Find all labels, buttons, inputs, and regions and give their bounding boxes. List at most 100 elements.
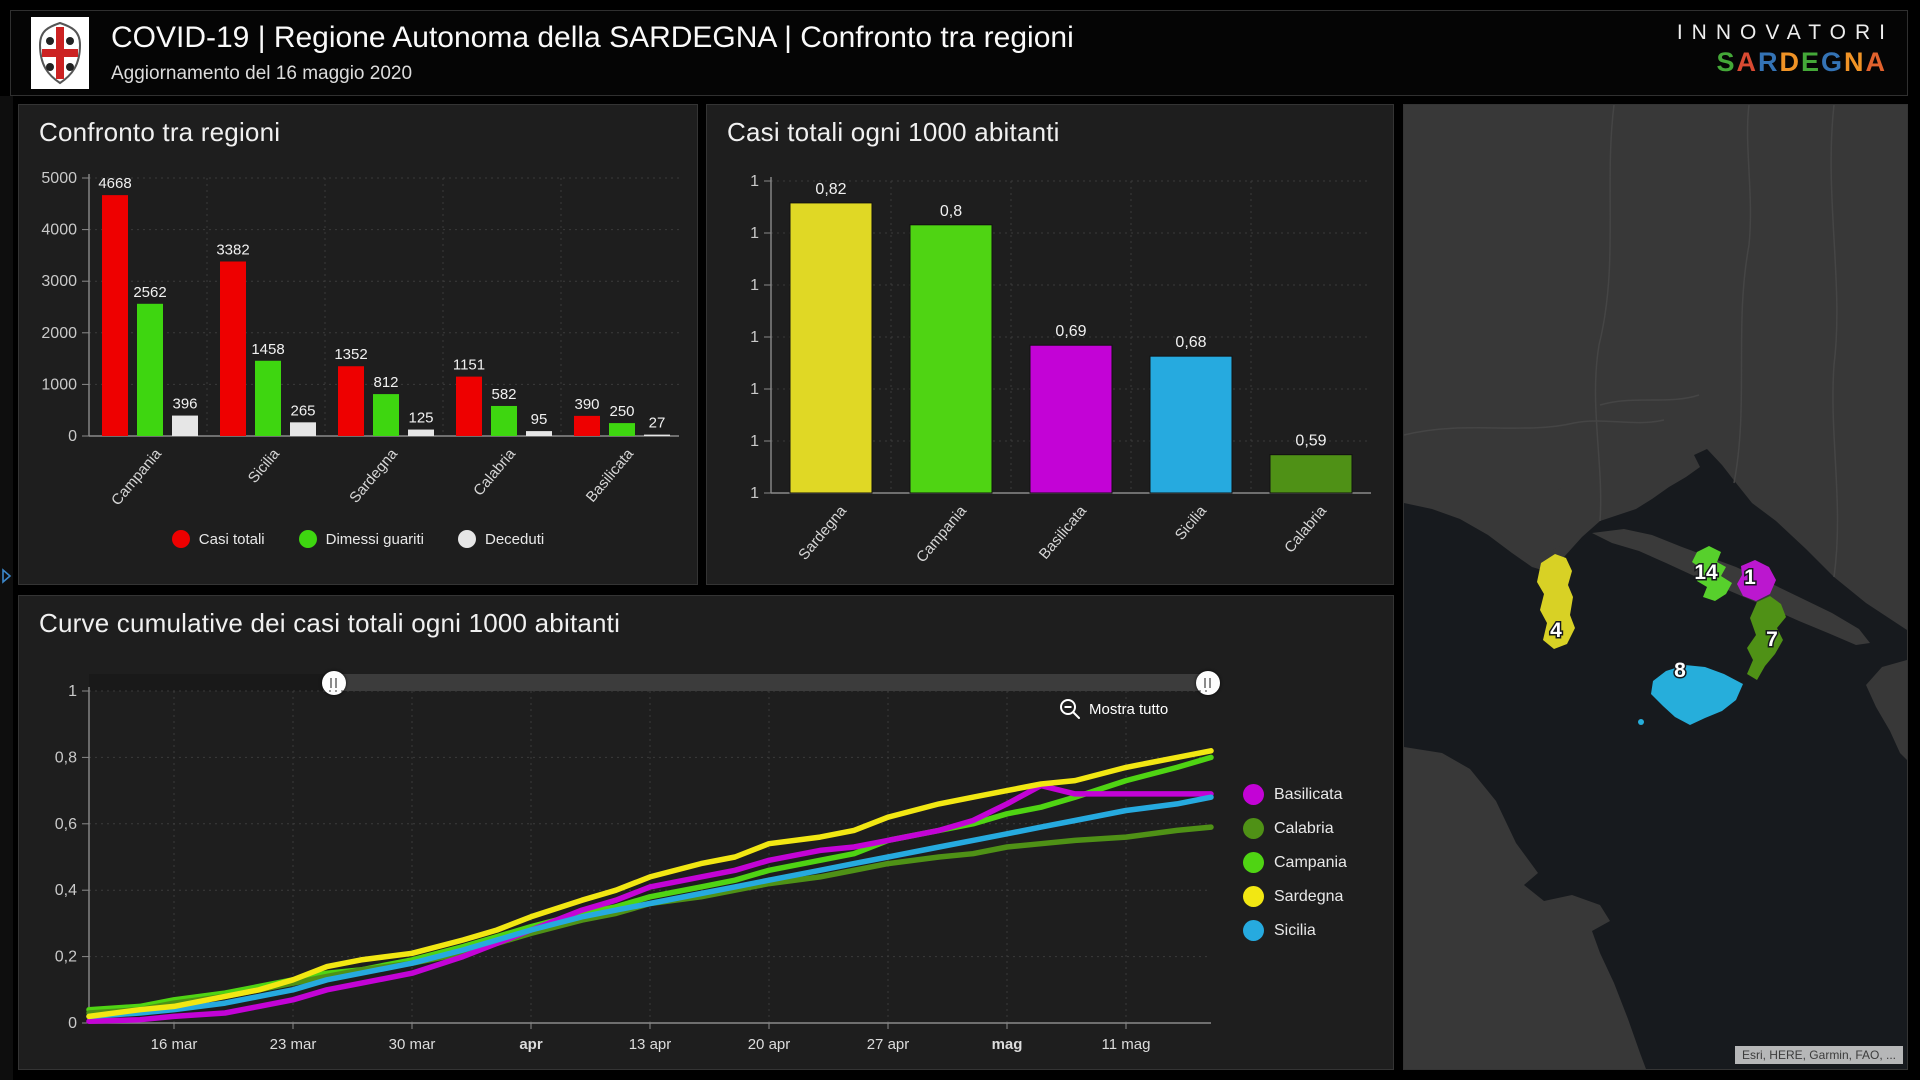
map-region-calabria[interactable] [1747,596,1786,680]
bar-Dimessi guariti-Campania[interactable] [137,303,163,436]
map-europe-landmass [1404,105,1907,630]
time-range-slider-track[interactable] [89,674,1211,691]
line-Sardegna[interactable] [86,748,1214,1020]
bar-value-label: 250 [609,403,634,420]
legend-item-Sardegna[interactable]: Sardegna [1243,886,1347,907]
legend-label: Dimessi guariti [325,530,424,548]
map-value-label-Sicilia: 8 [1674,659,1686,682]
x-tick-label: 30 mar [389,1036,436,1053]
legend-item-Campania[interactable]: Campania [1243,852,1347,873]
category-label: Sicilia [1172,502,1211,543]
legend-label: Sardegna [1274,887,1344,905]
tick-label: 1 [750,485,759,502]
x-tick-label: apr [519,1036,543,1053]
bar-Casi totali-Sardegna[interactable] [338,366,364,436]
expand-sidebar-button[interactable] [1,568,12,584]
chart3-legend: Basilicata Calabria Campania Sardegna Sicili… [1243,784,1347,954]
bar-Casi totali-Basilicata[interactable] [574,415,600,436]
map-value-label-Campania: 14 [1694,561,1718,584]
bar-value-label: 396 [172,396,197,413]
bar-Deceduti-Sicilia[interactable] [290,422,316,436]
panel-confronto-regioni: Confronto tra regioni 0 1000 2000 3000 4000 5… [18,104,698,585]
legend-item-Calabria[interactable]: Calabria [1243,818,1347,839]
category-label: Sardegna [346,445,401,506]
category-label: Basilicata [1036,502,1091,563]
tick-label: 0 [68,1015,77,1032]
legend-dot [298,530,317,548]
bar-Calabria[interactable] [1269,454,1353,494]
bar-Dimessi guariti-Sicilia[interactable] [255,360,281,436]
map-greece-coast [1866,660,1907,760]
cumulative-line-chart: 1 0,8 0,6 0,4 0,2 0 16 mar 23 mar 30 mar apr 13 ap… [55,683,1214,1053]
brand-letter: A [1865,47,1887,77]
bar-Campania[interactable] [909,224,993,494]
tick-label: 0,6 [55,816,77,833]
tick-label: 1 [750,329,759,346]
brand-letter: E [1800,47,1821,77]
brand-letter: D [1779,47,1801,77]
category-label: Sardegna [795,502,850,563]
tick-label: 1 [750,381,759,398]
tick-label: 0,2 [55,949,77,966]
x-tick-label: mag [992,1036,1023,1053]
bar-Sicilia[interactable] [1149,355,1233,494]
map-region-sicilia[interactable] [1651,665,1743,725]
category-label: Campania [913,502,970,566]
map-value-label-Sardegna: 4 [1550,619,1562,642]
legend-item-Dimessi guariti[interactable]: Dimessi guariti [298,530,424,548]
bar-value-label: 27 [649,415,666,432]
italy-regions-map[interactable]: 4 14 1 7 8 [1404,105,1907,1069]
x-tick-label: 11 mag [1102,1036,1151,1053]
bar-Dimessi guariti-Sardegna[interactable] [373,394,399,436]
bar-Basilicata[interactable] [1029,344,1113,494]
tick-label: 2000 [41,325,77,342]
tick-label: 1000 [41,376,77,393]
bar-Deceduti-Calabria[interactable] [526,431,552,436]
page-title: COVID-19 | Regione Autonoma della SARDEG… [111,21,1074,54]
legend-label: Casi totali [198,530,265,548]
brand-letter: S [1716,47,1737,77]
bar-Deceduti-Campania[interactable] [172,415,198,436]
page-subtitle: Aggiornamento del 16 maggio 2020 [111,63,413,84]
bar-value-label: 0,68 [1175,334,1206,351]
legend-dot [1243,852,1264,873]
map-region-basilicata[interactable] [1737,560,1776,601]
map-value-label-Basilicata: 1 [1744,566,1756,589]
brand-letter: R [1757,47,1780,77]
map-attribution: Esri, HERE, Garmin, FAO, ... [1734,1046,1903,1064]
chart-title: Confronto tra regioni [39,117,281,147]
bar-Casi totali-Sicilia[interactable] [220,261,246,436]
tick-label: 1 [750,277,759,294]
legend-item-Basilicata[interactable]: Basilicata [1243,784,1347,805]
brand-letter: G [1820,47,1844,77]
legend-item-Casi totali[interactable]: Casi totali [171,530,265,548]
bar-Deceduti-Basilicata[interactable] [644,434,670,436]
x-tick-label: 20 apr [748,1036,791,1053]
bar-Dimessi guariti-Basilicata[interactable] [609,423,635,436]
zoom-out-button[interactable]: Mostra tutto [1059,698,1168,720]
line-Sicilia[interactable] [86,794,1214,1020]
x-tick-label: 13 apr [629,1036,672,1053]
bar-Dimessi guariti-Calabria[interactable] [491,405,517,436]
line-Basilicata[interactable] [86,782,1214,1025]
bar-value-label: 390 [574,396,599,413]
bar-value-label: 0,8 [940,203,962,220]
bar-Deceduti-Sardegna[interactable] [408,429,434,436]
category-label: Basilicata [583,445,638,506]
map-south-italy-land [1592,529,1870,645]
tick-label: 1 [750,225,759,242]
bar-Casi totali-Campania[interactable] [102,195,128,436]
bar-Casi totali-Calabria[interactable] [456,376,482,436]
bar-value-label: 125 [408,410,433,427]
panel-casi-per-1000: Casi totali ogni 1000 abitanti 1 1 1 1 1 1 1 0,… [706,104,1394,585]
x-tick-label: 27 apr [867,1036,910,1053]
bar-Sardegna[interactable] [789,202,873,494]
legend-dot [458,530,476,548]
map-region-campania[interactable] [1692,546,1732,601]
legend-item-Deceduti[interactable]: Deceduti [458,530,544,548]
map-region-sardegna[interactable] [1537,554,1575,649]
map-region-value-labels: 4 14 1 7 8 [1549,560,1780,684]
legend-item-Sicilia[interactable]: Sicilia [1243,920,1347,941]
grouped-bar-chart: 0 1000 2000 3000 4000 5000 4668 2562 396 Campania… [41,170,679,509]
